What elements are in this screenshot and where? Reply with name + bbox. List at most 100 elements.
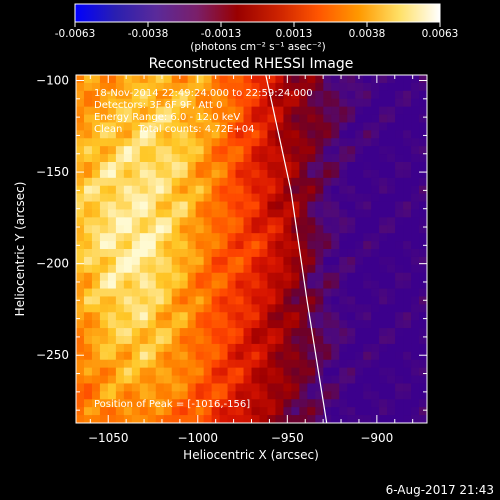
heatmap-cell <box>347 82 356 92</box>
heatmap-cell <box>259 249 268 258</box>
heatmap-cell <box>363 280 372 289</box>
heatmap-cell <box>243 328 252 337</box>
heatmap-cell <box>283 193 292 202</box>
heatmap-cell <box>355 122 364 131</box>
heatmap-cell <box>299 201 308 210</box>
heatmap-cell <box>163 106 173 115</box>
heatmap-cell <box>187 98 197 108</box>
heatmap-cell <box>411 169 420 179</box>
heatmap-cell <box>267 217 276 226</box>
heatmap-cell <box>323 209 332 218</box>
heatmap-cell <box>243 209 252 218</box>
heatmap-cell <box>179 383 189 392</box>
heatmap-cell <box>315 391 324 400</box>
heatmap-cell <box>251 82 260 92</box>
heatmap-cell <box>76 106 85 115</box>
heatmap-cell <box>91 288 101 297</box>
heatmap-cell <box>155 375 165 384</box>
heatmap-cell <box>275 367 284 376</box>
heatmap-cell <box>171 320 181 329</box>
heatmap-cell <box>179 225 189 234</box>
heatmap-cell <box>323 138 332 147</box>
heatmap-cell <box>387 177 396 187</box>
heatmap-cell <box>403 407 412 416</box>
heatmap-cell <box>323 185 332 195</box>
heatmap-cell <box>251 256 260 266</box>
heatmap-cell <box>379 122 388 131</box>
heatmap-cell <box>371 162 380 171</box>
heatmap-cell <box>259 217 268 226</box>
y-tick-label: −200 <box>36 257 69 271</box>
heatmap-cell <box>299 296 308 305</box>
heatmap-cell <box>155 343 165 353</box>
heatmap-cell <box>259 415 268 423</box>
heatmap-cell <box>363 82 372 92</box>
heatmap-cell <box>395 90 404 100</box>
heatmap-cell <box>251 169 260 179</box>
heatmap-cell <box>227 249 236 258</box>
heatmap-cell <box>99 288 109 297</box>
heatmap-cell <box>155 367 165 376</box>
heatmap-cell <box>331 280 340 289</box>
heatmap-cell <box>163 201 173 210</box>
heatmap-cell <box>355 106 364 115</box>
heatmap-cell <box>419 280 427 289</box>
heatmap-cell <box>195 241 205 250</box>
heatmap-cell <box>163 407 173 416</box>
heatmap-cell <box>251 122 260 131</box>
heatmap-cell <box>299 209 308 218</box>
heatmap-cell <box>315 154 324 163</box>
heatmap-cell <box>211 154 220 163</box>
heatmap-cell <box>363 217 372 226</box>
heatmap-cell <box>131 415 141 423</box>
heatmap-cell <box>267 130 276 139</box>
heatmap-cell <box>419 375 427 384</box>
heatmap-cell <box>251 154 260 163</box>
heatmap-cell <box>307 359 316 369</box>
heatmap-cell <box>291 415 300 423</box>
heatmap-cell <box>283 249 292 258</box>
heatmap-cell <box>107 241 117 250</box>
heatmap-cell <box>267 343 276 353</box>
heatmap-cell <box>187 280 197 289</box>
heatmap-cell <box>187 217 197 226</box>
heatmap-cell <box>131 296 141 305</box>
heatmap-cell <box>267 193 276 202</box>
heatmap-cell <box>403 138 412 147</box>
heatmap-cell <box>195 280 205 289</box>
heatmap-cell <box>99 146 109 155</box>
heatmap-cell <box>315 185 324 195</box>
heatmap-cell <box>131 130 141 139</box>
heatmap-cell <box>379 249 388 258</box>
heatmap-cell <box>227 336 236 345</box>
annotation-detectors: Detectors: 3F 6F 9F, Att 0 <box>94 100 222 111</box>
heatmap-cell <box>355 383 364 392</box>
colorbar-tick-label: 0.0013 <box>276 28 313 40</box>
heatmap-cell <box>163 256 173 266</box>
heatmap-cell <box>203 201 213 210</box>
heatmap-cell <box>299 328 308 337</box>
heatmap-cell <box>307 264 316 274</box>
heatmap-cell <box>363 336 372 345</box>
heatmap-cell <box>339 82 348 92</box>
heatmap-cell <box>363 407 372 416</box>
heatmap-cell <box>139 114 149 123</box>
heatmap-cell <box>115 249 125 258</box>
heatmap-cell <box>179 193 189 202</box>
heatmap-cell <box>315 264 324 274</box>
heatmap-cell <box>155 391 165 400</box>
heatmap-cell <box>243 288 252 297</box>
heatmap-cell <box>411 146 420 155</box>
heatmap-cell <box>331 185 340 195</box>
heatmap-cell <box>387 359 396 369</box>
heatmap-cell <box>419 272 427 282</box>
heatmap-cell <box>395 415 404 423</box>
heatmap-cell <box>211 264 220 274</box>
heatmap-cell <box>147 130 157 139</box>
heatmap-cell <box>379 304 388 313</box>
heatmap-cell <box>331 312 340 321</box>
heatmap-cell <box>76 98 85 108</box>
heatmap-cell <box>267 264 276 274</box>
heatmap-cell <box>139 256 149 266</box>
heatmap-cell <box>339 75 348 84</box>
